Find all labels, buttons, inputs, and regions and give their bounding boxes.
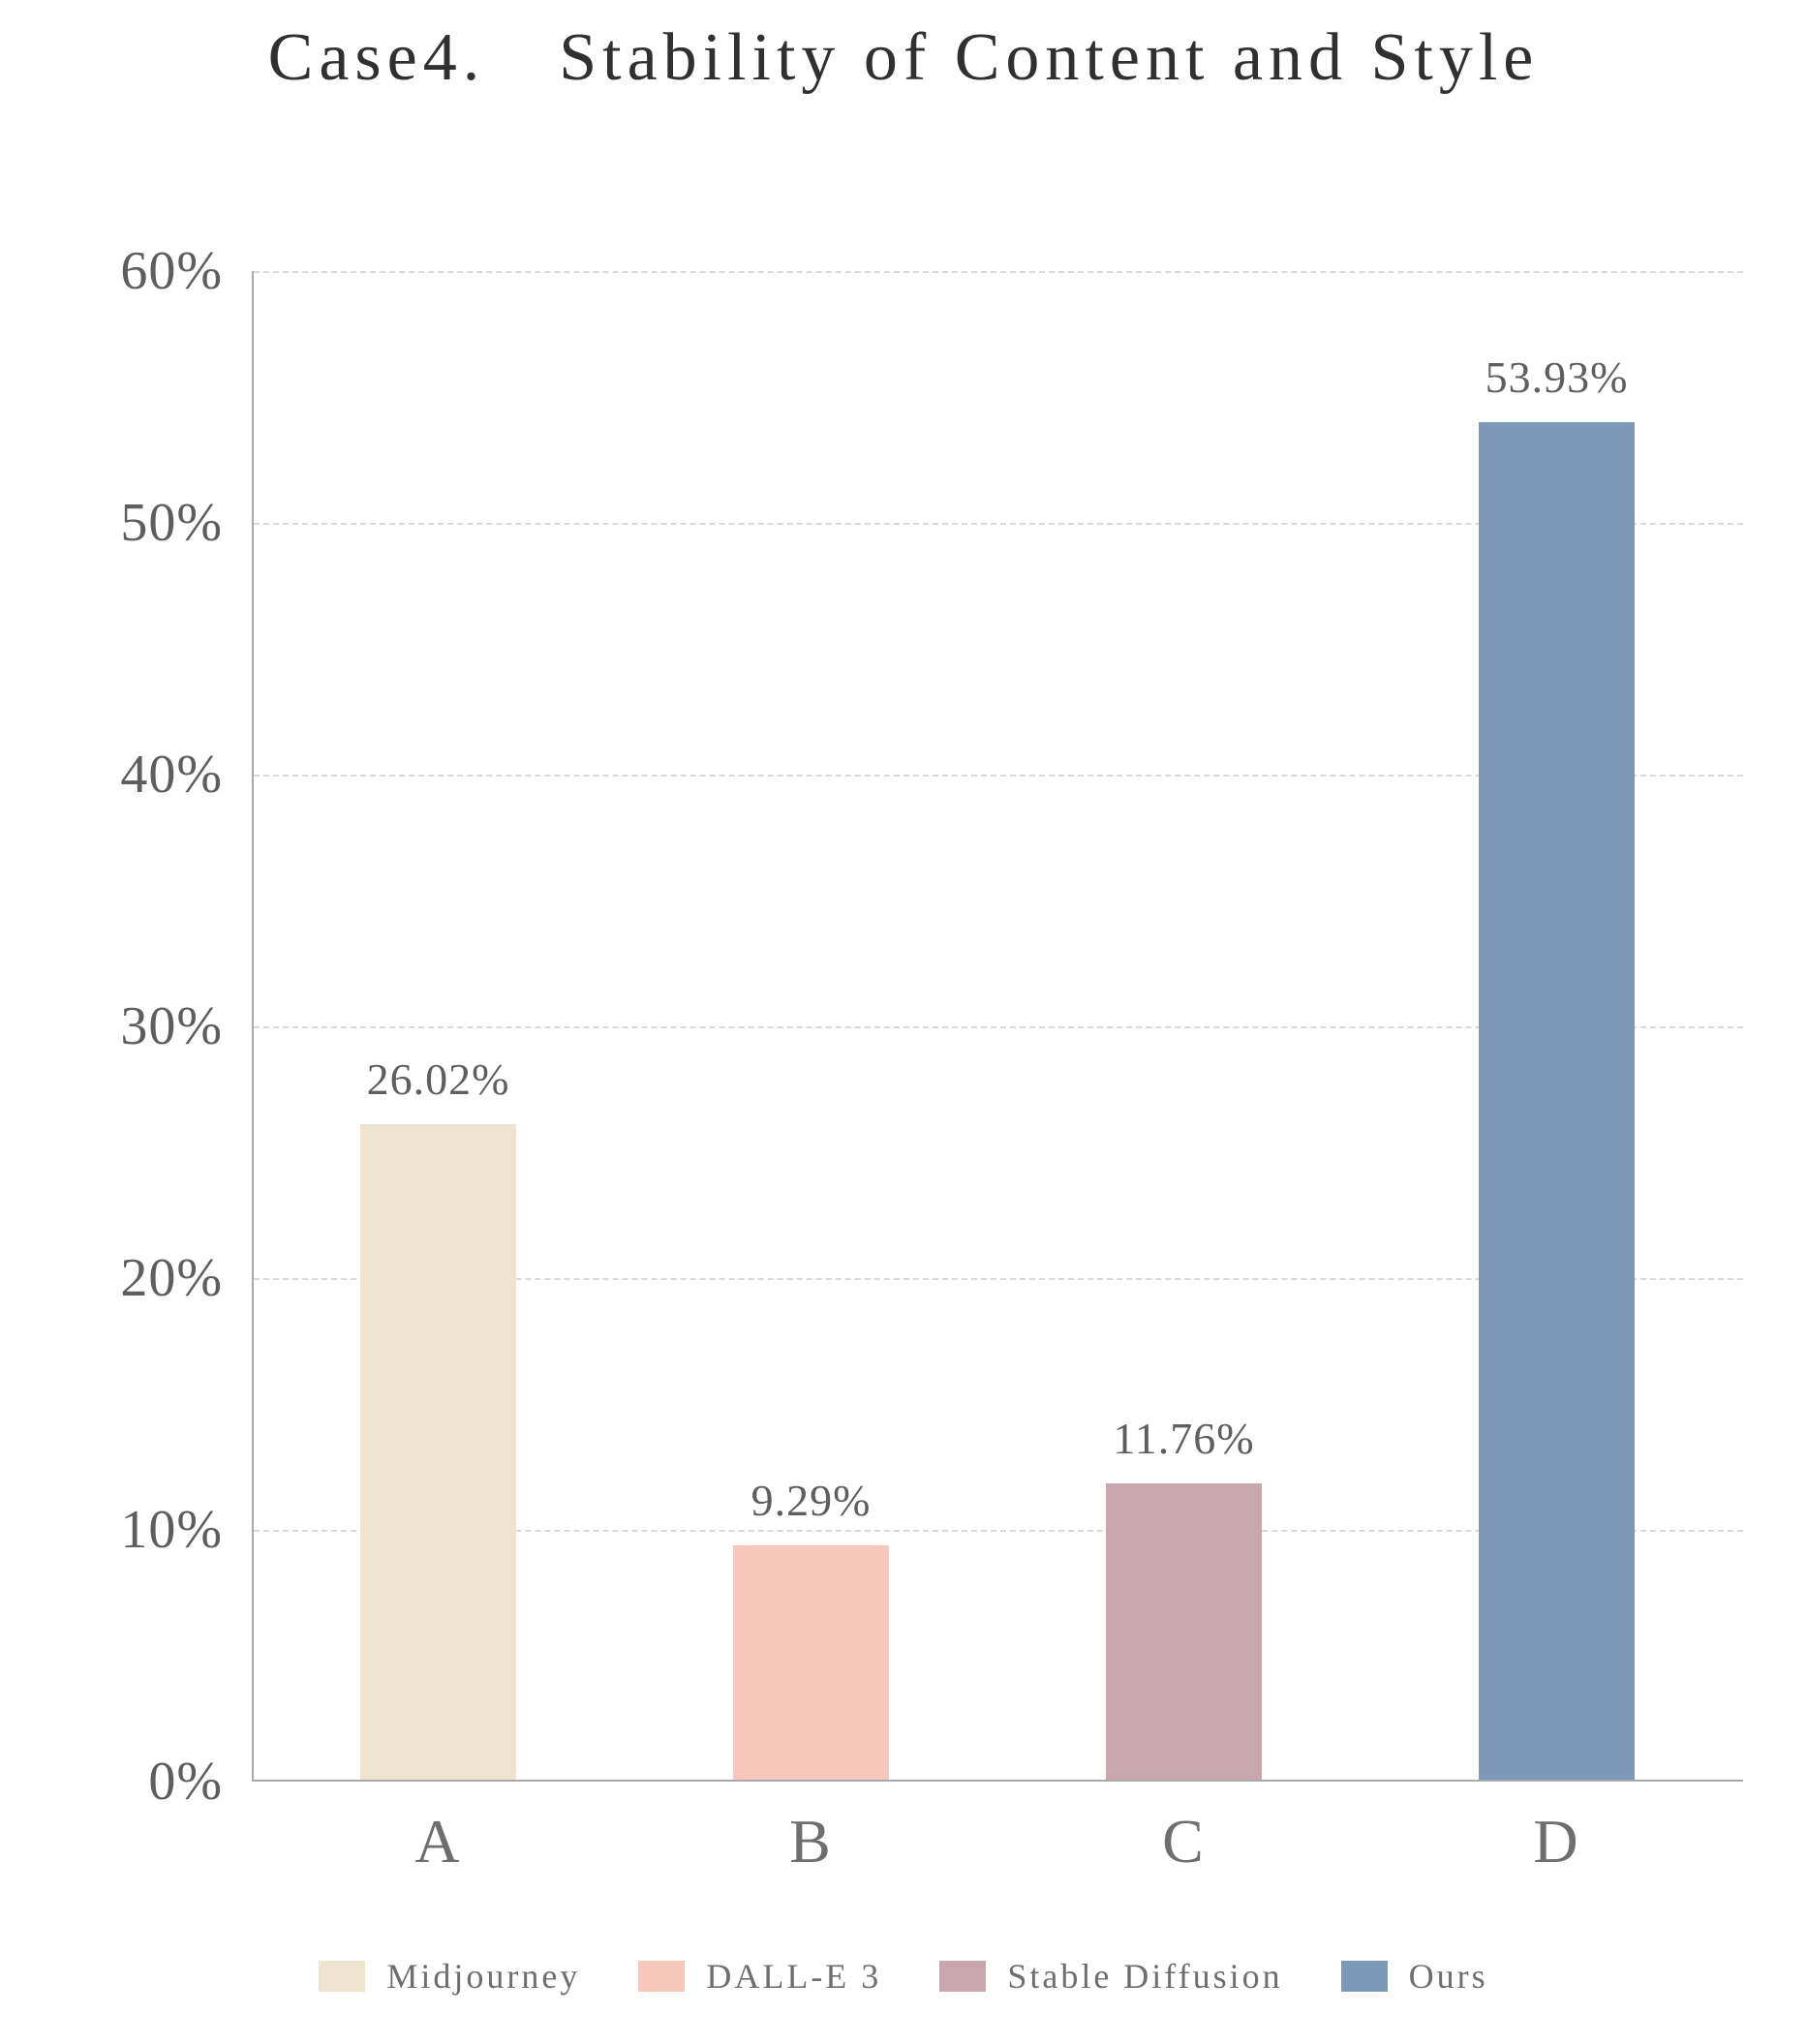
page-root: Case4. Stability of Content and Style 0%… xyxy=(0,0,1807,2044)
legend-label: DALL-E 3 xyxy=(706,1956,881,1997)
legend-label: Midjourney xyxy=(386,1956,580,1997)
bar-a: 26.02% xyxy=(360,1124,517,1780)
legend-item: Midjourney xyxy=(319,1956,580,1997)
legend-label: Stable Diffusion xyxy=(1007,1956,1282,1997)
chart-plot-area: 0%10%20%30%40%50%60%26.02%A9.29%B11.76%C… xyxy=(252,271,1743,1782)
x-tick-label: C xyxy=(1162,1806,1206,1877)
bar-c: 11.76% xyxy=(1106,1483,1263,1780)
y-tick-label: 50% xyxy=(120,492,223,554)
x-tick-label: D xyxy=(1533,1806,1579,1877)
legend-label: Ours xyxy=(1409,1956,1488,1997)
y-tick-label: 10% xyxy=(120,1499,223,1561)
y-tick-label: 30% xyxy=(120,995,223,1057)
legend-item: Ours xyxy=(1341,1956,1488,1997)
bar-value-label: 11.76% xyxy=(1113,1413,1254,1464)
y-tick-label: 40% xyxy=(120,744,223,806)
bar-d: 53.93% xyxy=(1479,422,1636,1780)
gridline xyxy=(254,271,1743,273)
legend-item: Stable Diffusion xyxy=(939,1956,1282,1997)
y-tick-label: 20% xyxy=(120,1247,223,1309)
legend-swatch xyxy=(1341,1961,1388,1992)
chart-title: Case4. Stability of Content and Style xyxy=(0,19,1807,97)
legend-swatch xyxy=(638,1961,685,1992)
bar-b: 9.29% xyxy=(733,1545,890,1780)
legend-swatch xyxy=(319,1961,365,1992)
x-tick-label: A xyxy=(414,1806,461,1877)
chart-legend: Midjourney DALL-E 3 Stable Diffusion Ours xyxy=(0,1956,1807,1997)
bar-value-label: 9.29% xyxy=(751,1475,872,1526)
bar-value-label: 26.02% xyxy=(367,1053,510,1105)
y-tick-label: 0% xyxy=(148,1751,223,1813)
legend-swatch xyxy=(939,1961,986,1992)
bar-value-label: 53.93% xyxy=(1485,351,1629,403)
x-axis xyxy=(252,1780,1743,1782)
x-tick-label: B xyxy=(789,1806,833,1877)
y-tick-label: 60% xyxy=(120,240,223,302)
legend-item: DALL-E 3 xyxy=(638,1956,881,1997)
